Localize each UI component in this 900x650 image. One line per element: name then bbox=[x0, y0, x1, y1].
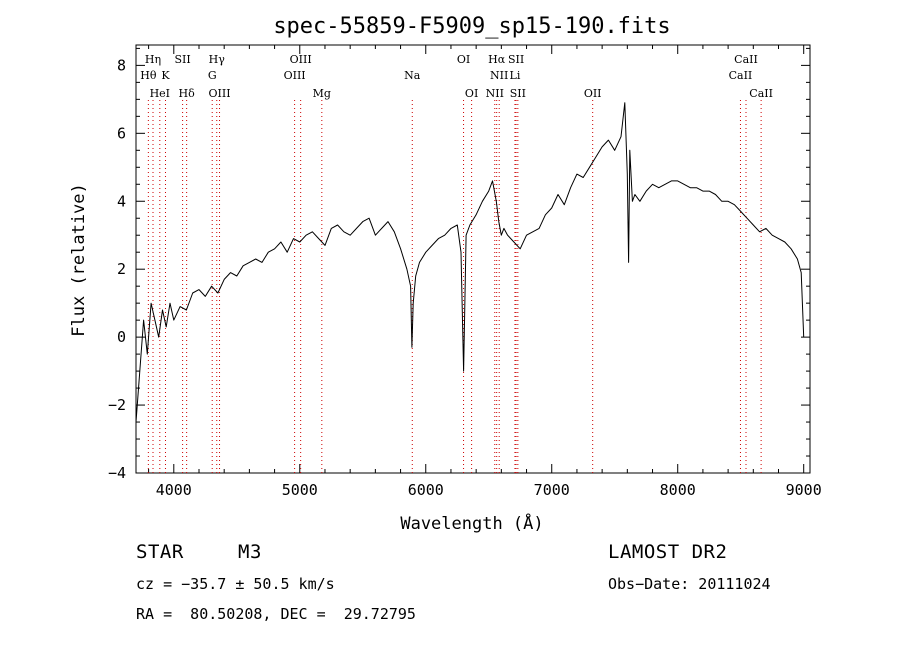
survey-name: LAMOST DR2 bbox=[608, 541, 728, 563]
line-label: OII bbox=[584, 87, 602, 100]
line-label: Hη bbox=[145, 53, 161, 66]
line-label: Hθ bbox=[140, 69, 157, 82]
line-label: Hγ bbox=[209, 53, 226, 66]
y-tick-label: 8 bbox=[117, 56, 126, 74]
line-label: G bbox=[208, 69, 217, 82]
line-label: Hδ bbox=[179, 87, 196, 100]
spectrum-line bbox=[135, 102, 805, 423]
line-label: SII bbox=[510, 87, 526, 100]
x-tick-label: 5000 bbox=[282, 481, 318, 499]
line-label: NII bbox=[486, 87, 504, 100]
x-tick-label: 8000 bbox=[660, 481, 696, 499]
line-label: CaII bbox=[734, 53, 758, 66]
x-axis-label: Wavelength (Å) bbox=[400, 512, 543, 534]
line-label: OI bbox=[457, 53, 470, 66]
line-label: Mg bbox=[313, 87, 331, 100]
chart-title: spec-55859-F5909_sp15-190.fits bbox=[273, 14, 670, 39]
object-subclass: M3 bbox=[238, 541, 262, 563]
line-label: OIII bbox=[290, 53, 312, 66]
line-label: Na bbox=[404, 69, 421, 82]
y-axis-label: Flux (relative) bbox=[69, 183, 89, 337]
line-label: Li bbox=[510, 69, 521, 82]
y-tick-label: 6 bbox=[117, 124, 126, 142]
line-label: CaII bbox=[749, 87, 773, 100]
line-label: OIII bbox=[284, 69, 306, 82]
line-label: K bbox=[161, 69, 170, 82]
line-label: SII bbox=[174, 53, 190, 66]
line-label: Hα bbox=[488, 53, 506, 66]
x-tick-label: 6000 bbox=[408, 481, 444, 499]
coordinates: RA = 80.50208, DEC = 29.72795 bbox=[136, 605, 416, 623]
y-tick-label: 0 bbox=[117, 328, 126, 346]
line-label: NII bbox=[490, 69, 508, 82]
observation-date: Obs−Date: 20111024 bbox=[608, 575, 771, 593]
plot-area: 4000 5000 6000 7000 8000 9000 −4 −2 0 2 4 6 8 Hη Hθ K He… bbox=[108, 44, 822, 499]
line-label: HeI bbox=[150, 87, 170, 100]
y-tick-label: −2 bbox=[108, 396, 126, 414]
x-tick-label: 9000 bbox=[786, 481, 822, 499]
line-label: OI bbox=[465, 87, 478, 100]
line-label: CaII bbox=[729, 69, 753, 82]
y-tick-label: 4 bbox=[117, 192, 126, 210]
x-tick-label: 4000 bbox=[156, 481, 192, 499]
x-tick-label: 7000 bbox=[534, 481, 570, 499]
y-tick-label: 2 bbox=[117, 260, 126, 278]
object-class: STAR bbox=[136, 541, 184, 563]
y-tick-label: −4 bbox=[108, 464, 126, 482]
redshift-velocity: cz = −35.7 ± 50.5 km/s bbox=[136, 575, 335, 593]
plot-frame bbox=[135, 44, 811, 474]
line-label: SII bbox=[508, 53, 524, 66]
line-label: OIII bbox=[208, 87, 230, 100]
